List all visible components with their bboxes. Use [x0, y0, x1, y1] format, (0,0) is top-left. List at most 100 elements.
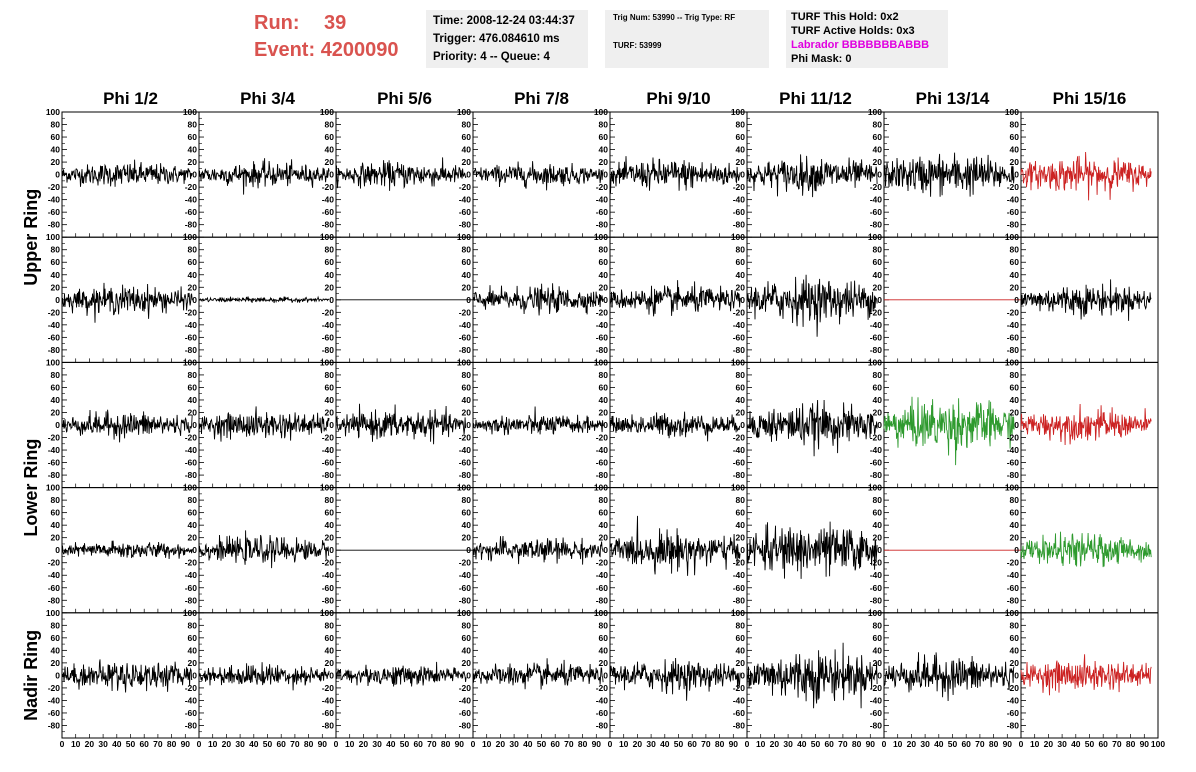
- y-tick-label: 80: [873, 120, 883, 130]
- y-tick-label: 100: [1005, 608, 1019, 618]
- waveform-panel: -80 -60 -40 -20 0 20 40 60 80 100: [183, 232, 337, 363]
- x-tick-label: 0: [745, 739, 750, 749]
- waveform-panel: -80 -60 -40 -20 0 20 40 60 80 100: [320, 357, 474, 489]
- y-tick-label: -80: [185, 220, 198, 230]
- y-tick-label: -60: [596, 583, 609, 593]
- waveform-trace: [198, 158, 330, 195]
- x-tick-label: 20: [1044, 739, 1054, 749]
- y-tick-label: 0: [1014, 670, 1019, 680]
- y-tick-label: 80: [462, 245, 472, 255]
- waveform-trace: [1020, 151, 1152, 201]
- waveform-panel: -80 -60 -40 -20 0 20 40 60 80 100: [457, 107, 611, 238]
- y-tick-label: -60: [459, 458, 472, 468]
- x-tick-label: 10: [619, 739, 629, 749]
- y-tick-label: -20: [733, 683, 746, 693]
- y-tick-label: -40: [596, 445, 609, 455]
- y-tick-label: 20: [1010, 407, 1020, 417]
- y-tick-label: -80: [870, 345, 883, 355]
- waveform-trace: [609, 156, 741, 194]
- y-tick-label: -20: [459, 558, 472, 568]
- column-title: Phi 13/14: [916, 89, 990, 108]
- y-tick-label: 80: [462, 120, 472, 130]
- y-tick-label: 60: [599, 257, 609, 267]
- y-tick-label: -60: [870, 583, 883, 593]
- y-tick-label: -40: [322, 445, 335, 455]
- y-tick-label: -80: [48, 595, 61, 605]
- y-tick-label: -60: [1007, 583, 1020, 593]
- waveform-panel: -80 -60 -40 -20 0 20 40 60 80 100: [183, 483, 337, 614]
- y-tick-label: 0: [603, 545, 608, 555]
- waveform-trace: [472, 658, 604, 690]
- x-tick-label: 40: [523, 739, 533, 749]
- x-tick-label: 30: [235, 739, 245, 749]
- x-tick-label: 60: [961, 739, 971, 749]
- y-tick-label: 0: [1014, 295, 1019, 305]
- y-tick-label: 60: [325, 633, 335, 643]
- x-tick-label: 30: [920, 739, 930, 749]
- y-tick-label: 80: [462, 370, 472, 380]
- waveform-trace: [746, 521, 878, 579]
- waveform-panel: -80 -60 -40 -20 0 20 40 60 80 100: [594, 483, 748, 614]
- y-tick-label: 60: [873, 382, 883, 392]
- x-tick-label: 0: [334, 739, 339, 749]
- y-tick-label: 0: [466, 545, 471, 555]
- y-tick-label: 0: [877, 420, 882, 430]
- event-value: 4200090: [320, 39, 399, 61]
- y-tick-label: 60: [462, 633, 472, 643]
- y-tick-label: -20: [1007, 683, 1020, 693]
- x-tick-label: 60: [550, 739, 560, 749]
- priority-text: Priority: 4 -- Queue: 4: [433, 51, 550, 63]
- x-tick-label: 50: [948, 739, 958, 749]
- y-tick-label: -80: [185, 470, 198, 480]
- waveform-trace: [1020, 403, 1152, 446]
- y-tick-label: 100: [183, 232, 197, 242]
- y-tick-label: 80: [873, 620, 883, 630]
- x-tick-label: 40: [1071, 739, 1081, 749]
- y-tick-label: -20: [48, 307, 61, 317]
- y-tick-label: -60: [596, 458, 609, 468]
- y-tick-label: 40: [51, 645, 61, 655]
- waveform-trace: [198, 406, 330, 442]
- event-label: Event:: [254, 39, 316, 61]
- y-tick-label: 80: [188, 120, 198, 130]
- x-tick-label: 80: [578, 739, 588, 749]
- y-tick-label: -40: [48, 195, 61, 205]
- y-tick-label: 80: [736, 370, 746, 380]
- y-tick-label: 100: [594, 483, 608, 493]
- x-tick-label: 50: [537, 739, 547, 749]
- y-tick-label: 60: [736, 508, 746, 518]
- y-tick-label: 80: [599, 495, 609, 505]
- column-title: Phi 1/2: [103, 89, 158, 108]
- x-tick-label: 30: [783, 739, 793, 749]
- x-tick-label: 40: [386, 739, 396, 749]
- y-tick-label: 40: [462, 145, 472, 155]
- run-label: Run:: [254, 12, 300, 34]
- y-tick-label: -60: [870, 458, 883, 468]
- y-tick-label: 80: [51, 370, 61, 380]
- y-tick-label: -20: [596, 433, 609, 443]
- y-tick-label: 20: [736, 157, 746, 167]
- y-tick-label: 80: [599, 370, 609, 380]
- y-tick-label: -60: [185, 708, 198, 718]
- x-tick-label: 90: [318, 739, 328, 749]
- y-tick-label: 40: [51, 520, 61, 530]
- y-tick-label: 40: [462, 645, 472, 655]
- y-tick-label: 40: [736, 645, 746, 655]
- y-tick-label: -20: [48, 433, 61, 443]
- waveform-panel: -80 -60 -40 -20 0 20 40 60 80 100: [46, 232, 200, 363]
- x-tick-label: 40: [934, 739, 944, 749]
- y-tick-label: -20: [870, 182, 883, 192]
- y-tick-label: 60: [188, 633, 198, 643]
- waveform-trace: [472, 161, 604, 191]
- y-tick-label: 100: [457, 483, 471, 493]
- y-tick-label: 20: [1010, 533, 1020, 543]
- y-tick-label: 60: [1010, 508, 1020, 518]
- y-tick-label: 100: [731, 232, 745, 242]
- y-tick-label: -60: [48, 708, 61, 718]
- waveform-panel: -80 -60 -40 -20 0 20 40 60 80 100: [320, 232, 474, 363]
- y-tick-label: -60: [459, 583, 472, 593]
- waveform-panel: -80 -60 -40 -20 0 20 40 60 80 100: [46, 483, 200, 614]
- y-tick-label: -40: [48, 570, 61, 580]
- y-tick-label: 0: [603, 295, 608, 305]
